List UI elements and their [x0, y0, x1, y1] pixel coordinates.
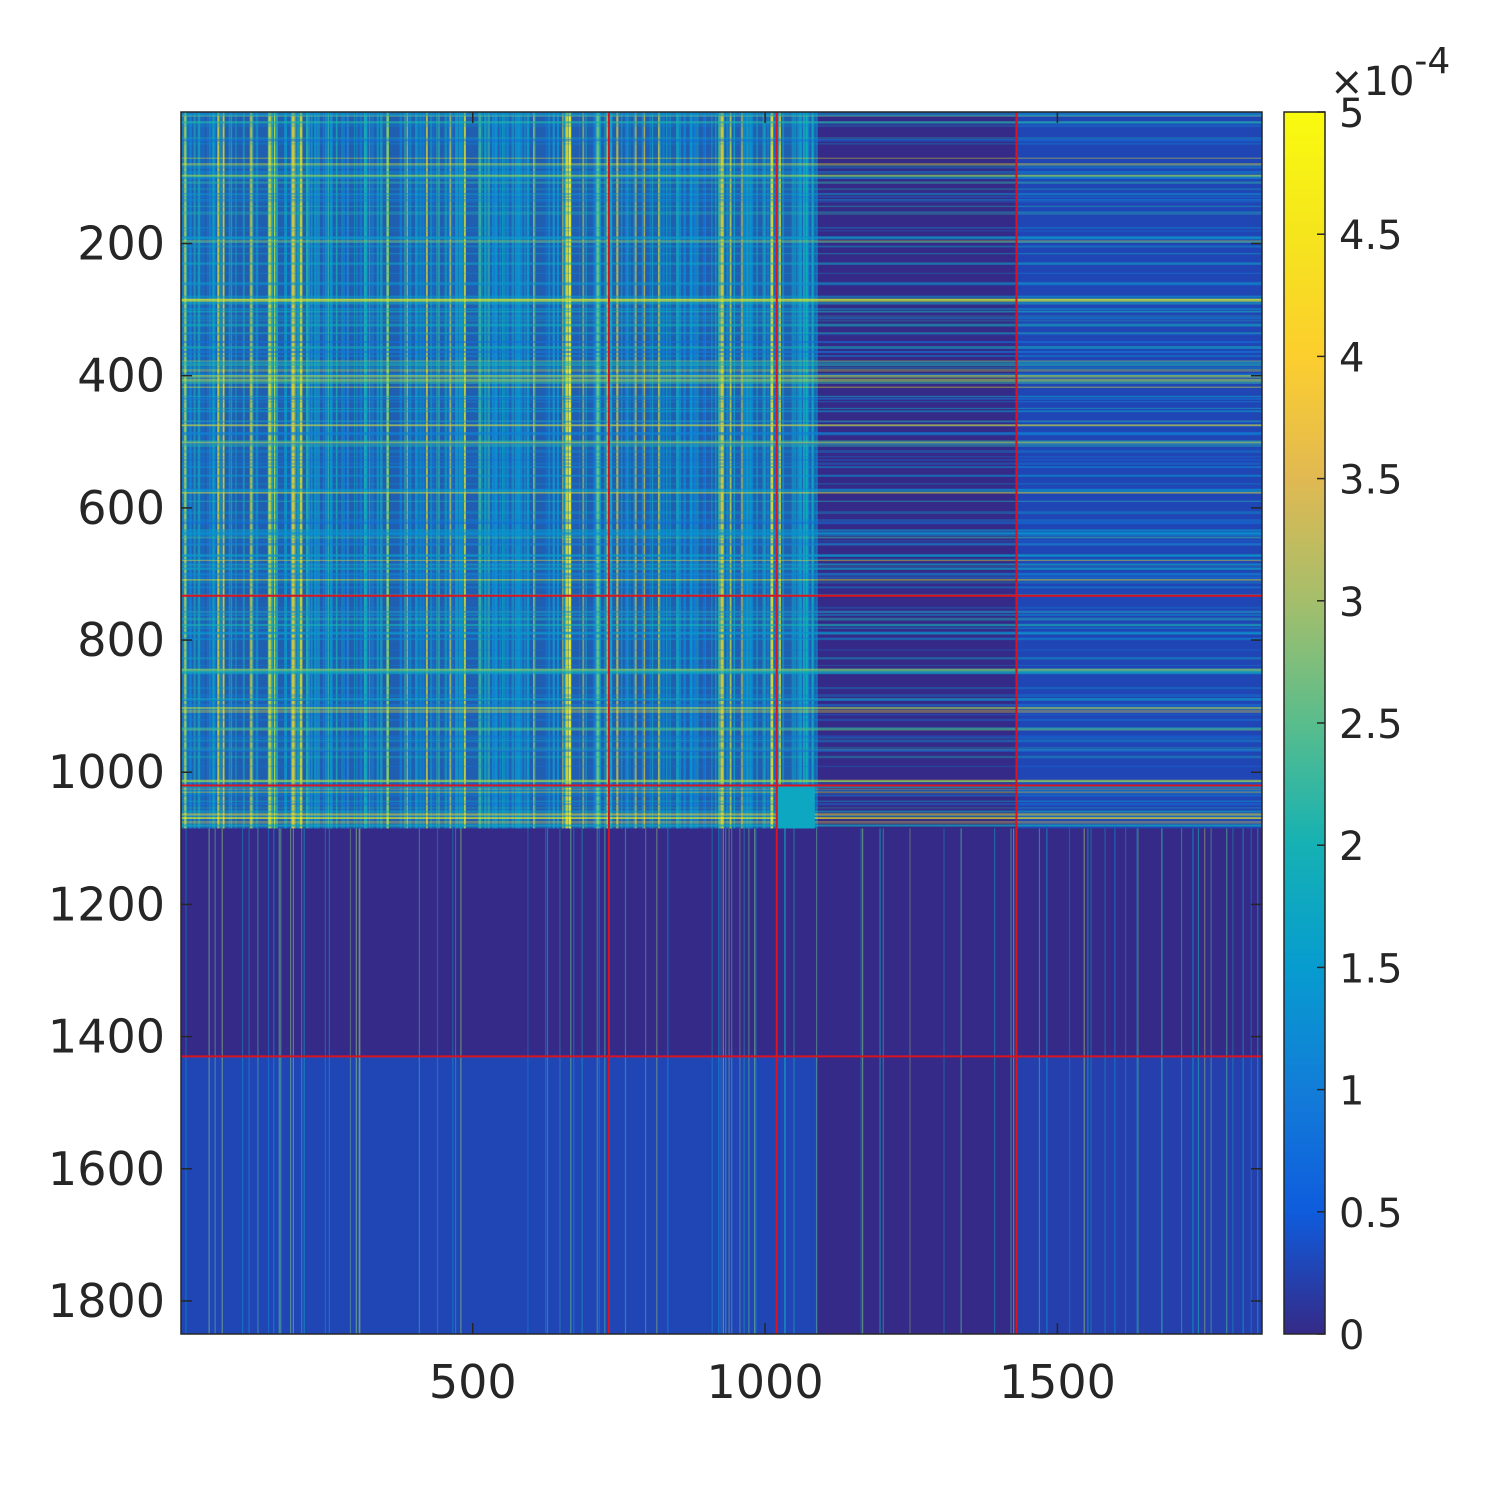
y-tick-label: 600: [77, 481, 165, 535]
colorbar-tick-label: 1.5: [1339, 946, 1403, 992]
exponent-base: 10: [1364, 59, 1415, 105]
diagonal-block: [776, 785, 815, 829]
colorbar-exponent-label: ×10-4: [1330, 41, 1450, 105]
colorbar-tick-label: 2: [1339, 824, 1364, 870]
colorbar-tick-label: 3.5: [1339, 458, 1403, 504]
heatmap-plot-area: [181, 112, 1262, 1334]
colorbar-tick-label: 4.5: [1339, 213, 1403, 259]
y-tick-label: 200: [77, 217, 165, 271]
exponent-power: -4: [1414, 41, 1450, 82]
colorbar-tick-label: 3: [1339, 580, 1364, 626]
y-tick-label: 1000: [48, 745, 165, 799]
y-tick-label: 800: [77, 613, 165, 667]
x-tick-label: 500: [429, 1355, 517, 1409]
heatmap-streaks: [181, 112, 1262, 1334]
y-tick-label: 1400: [48, 1010, 165, 1064]
heatmap-region-5: [1016, 1056, 1262, 1334]
axes-frame: [180, 111, 1263, 1335]
y-axis: 200 400 600 800 1000 1200 1400 1600 1800: [48, 217, 1262, 1328]
y-tick-label: 1200: [48, 877, 165, 931]
y-tick-label: 1600: [48, 1142, 165, 1196]
colorbar-tick-label: 0.5: [1339, 1191, 1403, 1237]
y-tick-label: 400: [77, 349, 165, 403]
colorbar-tick-label: 1: [1339, 1069, 1364, 1115]
colorbar-tick-label: 5: [1339, 91, 1364, 137]
heatmap-region-3: [1016, 112, 1262, 829]
colorbar: 0 0.5 1 1.5 2 2.5 3 3.5 4 4.5 5×10-4: [1283, 41, 1450, 1359]
block-boundary-lines: [181, 112, 1262, 1334]
colorbar-tick-label: 4: [1339, 335, 1364, 381]
heatmap-region-4: [181, 1056, 818, 1334]
x-axis: 500 1000 1500: [429, 112, 1116, 1409]
x-tick-label: 1500: [999, 1355, 1116, 1409]
x-tick-label: 1000: [707, 1355, 824, 1409]
y-tick-label: 1800: [48, 1274, 165, 1328]
colorbar-tick-label: 2.5: [1339, 702, 1403, 748]
colorbar-tick-label: 0: [1339, 1313, 1364, 1359]
exponent-multiplier: ×: [1330, 59, 1364, 105]
